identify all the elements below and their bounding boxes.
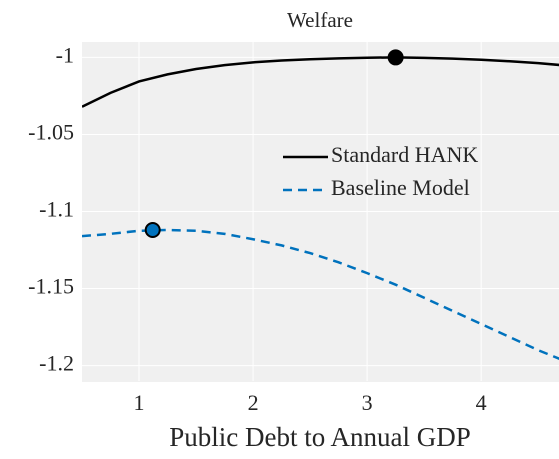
grid: [82, 42, 559, 381]
y-tick-label: -1: [56, 42, 74, 67]
x-tick-label: 2: [248, 390, 259, 415]
x-tick-label: 1: [134, 390, 145, 415]
y-tick-label: -1.2: [39, 351, 74, 376]
line: [82, 56, 559, 108]
legend: Standard HANK Baseline Model: [283, 142, 478, 200]
y-tick-label: -1.15: [28, 274, 74, 299]
marks: [82, 56, 559, 360]
legend-label: Standard HANK: [331, 142, 478, 167]
y-tick-label: -1.1: [39, 197, 74, 222]
optimum-marker: [144, 221, 161, 238]
chart-title: Welfare: [287, 8, 353, 32]
legend-label: Baseline Model: [331, 175, 470, 200]
x-axis-label: Public Debt to Annual GDP: [169, 422, 471, 452]
x-tick-label: 4: [476, 390, 487, 415]
optimum-marker: [387, 49, 404, 66]
line: [82, 228, 559, 360]
x-tick-label: 3: [362, 390, 373, 415]
y-tick-label: -1.05: [28, 120, 74, 145]
